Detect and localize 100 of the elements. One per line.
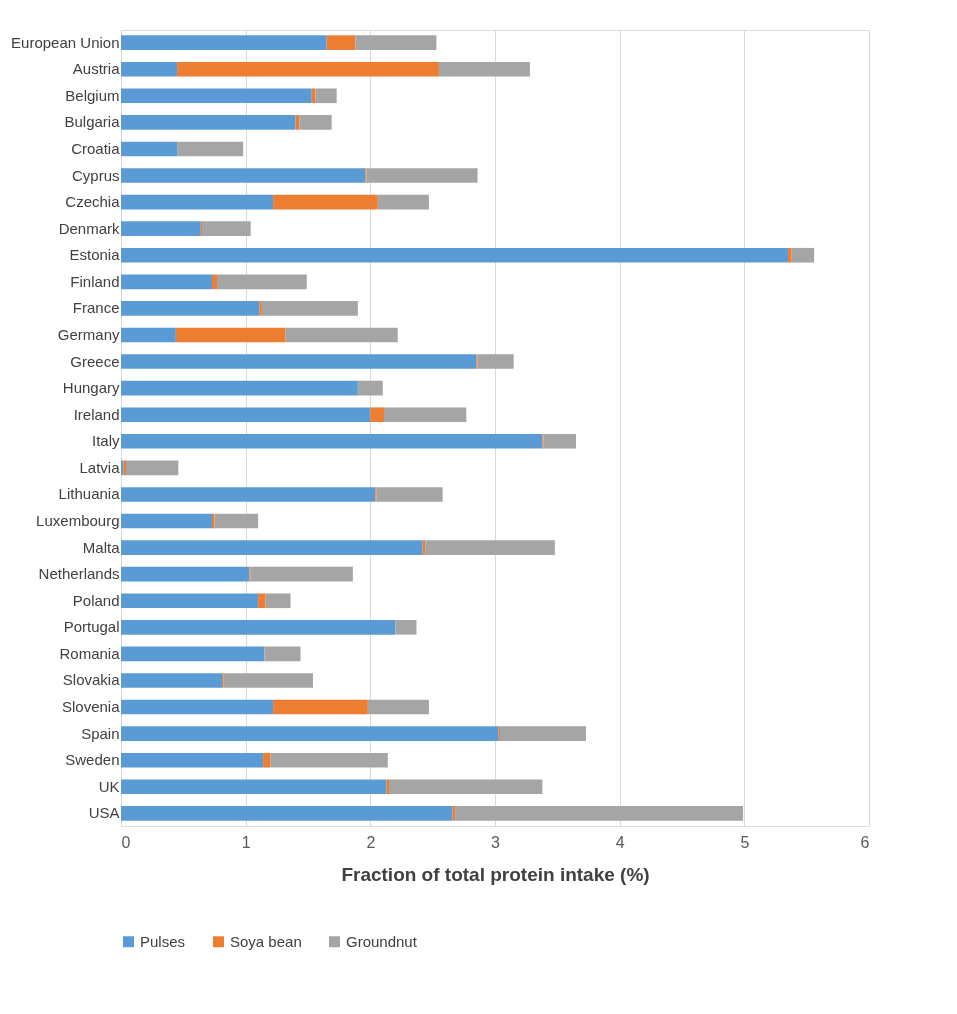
- bar: [270, 752, 388, 768]
- bar: [250, 566, 353, 582]
- bar: [121, 407, 371, 423]
- bar: [121, 380, 358, 396]
- y-tick-label: Netherlands: [38, 565, 120, 583]
- y-tick-label: Ireland: [73, 405, 120, 423]
- y-tick-label: Greece: [70, 352, 120, 370]
- bar: [265, 593, 291, 609]
- bar: [212, 513, 215, 529]
- y-tick-label: Romania: [59, 644, 121, 662]
- bar: [121, 726, 499, 741]
- y-tick-label: Poland: [72, 591, 120, 609]
- bar: [121, 194, 274, 210]
- bar: [177, 61, 439, 77]
- bar: [315, 88, 337, 104]
- bar: [223, 673, 313, 688]
- bar: [543, 433, 577, 449]
- y-tick-label: France: [72, 299, 120, 317]
- x-tick-label: 6: [860, 833, 870, 851]
- bar: [326, 35, 356, 50]
- y-tick-label: Estonia: [69, 246, 121, 264]
- bar: [121, 540, 423, 555]
- bar: [121, 779, 387, 795]
- bar: [121, 35, 327, 50]
- bar: [121, 646, 265, 662]
- bar: [121, 327, 176, 343]
- bar: [121, 593, 259, 609]
- bar: [264, 646, 301, 662]
- bar: [425, 540, 555, 555]
- bar: [258, 593, 266, 609]
- bar: [477, 354, 514, 369]
- bar: [791, 247, 815, 263]
- bar: [121, 752, 264, 768]
- bar: [121, 487, 376, 502]
- bar: [214, 513, 259, 529]
- bar: [121, 247, 788, 263]
- y-tick-label: Spain: [81, 724, 120, 742]
- y-tick-label: Luxembourg: [36, 512, 120, 530]
- y-tick-label: Latvia: [79, 458, 121, 476]
- y-tick-label: UK: [98, 777, 120, 795]
- bar: [261, 301, 358, 316]
- y-tick-label: Malta: [82, 538, 121, 556]
- bar: [121, 513, 213, 529]
- bar: [121, 168, 366, 183]
- bar: [121, 699, 274, 715]
- bar: [389, 779, 543, 795]
- x-tick-label: 4: [615, 833, 625, 851]
- bar: [367, 699, 429, 715]
- y-tick-label: Portugal: [63, 618, 120, 636]
- bar: [121, 673, 222, 688]
- x-tick-label: 1: [241, 833, 251, 851]
- bar: [121, 433, 543, 449]
- bar: [121, 61, 178, 77]
- y-tick-label: Denmark: [58, 219, 120, 237]
- y-tick-label: Croatia: [71, 139, 121, 157]
- bar: [125, 460, 179, 476]
- bar: [202, 221, 251, 236]
- bar: [438, 61, 530, 77]
- bar: [121, 354, 477, 369]
- y-tick-label: Slovakia: [62, 671, 121, 689]
- bar: [121, 141, 178, 157]
- bar: [285, 327, 398, 343]
- bar: [121, 274, 213, 290]
- y-tick-label: USA: [88, 804, 120, 822]
- bar: [121, 221, 201, 236]
- bar: [121, 301, 260, 316]
- y-tick-label: Belgium: [65, 86, 120, 104]
- bar: [787, 247, 792, 263]
- x-tick-label: 5: [740, 833, 750, 851]
- bar: [370, 407, 385, 423]
- bar: [175, 327, 286, 343]
- legend-label: Pulses: [140, 932, 186, 950]
- bar: [384, 407, 467, 423]
- bar: [121, 115, 296, 130]
- bar: [121, 566, 250, 582]
- y-tick-label: Cyprus: [71, 166, 120, 184]
- bar: [121, 620, 396, 635]
- bar: [216, 274, 307, 290]
- x-tick-label: 0: [121, 833, 131, 851]
- bar: [377, 194, 429, 210]
- bar: [259, 301, 262, 316]
- bar: [177, 141, 244, 157]
- y-tick-label: Austria: [72, 60, 121, 78]
- bar: [455, 806, 744, 821]
- y-tick-label: European Union: [11, 33, 120, 51]
- bar: [299, 115, 332, 130]
- bar: [366, 168, 478, 183]
- bar: [395, 620, 417, 635]
- y-tick-label: Finland: [70, 272, 120, 290]
- bar: [212, 274, 217, 290]
- bar: [499, 726, 587, 741]
- bar: [121, 88, 312, 104]
- y-tick-label: Lithuania: [58, 485, 121, 503]
- bar: [273, 699, 368, 715]
- x-tick-label: 3: [491, 833, 501, 851]
- y-tick-label: Czechia: [65, 193, 121, 211]
- y-tick-label: Italy: [91, 432, 120, 450]
- bar: [355, 35, 437, 50]
- bar: [357, 380, 383, 396]
- bar: [376, 487, 443, 502]
